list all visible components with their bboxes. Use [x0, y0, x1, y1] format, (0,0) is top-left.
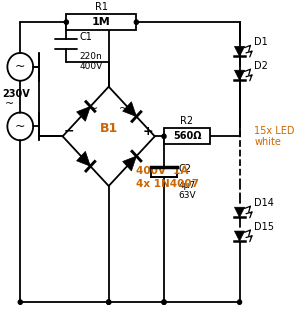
Text: ~: ~	[15, 120, 26, 133]
Text: C2: C2	[179, 164, 192, 174]
Text: C1: C1	[79, 32, 92, 42]
Text: D15: D15	[254, 222, 274, 232]
Text: 220n
400V: 220n 400V	[79, 52, 103, 71]
Text: 400V  1A: 400V 1A	[136, 166, 189, 176]
Text: D14: D14	[254, 198, 274, 208]
Polygon shape	[77, 151, 90, 166]
Circle shape	[64, 20, 68, 24]
Text: 4x 1N4007: 4x 1N4007	[136, 179, 199, 189]
Text: ~: ~	[89, 104, 99, 114]
Polygon shape	[123, 156, 136, 171]
Polygon shape	[235, 46, 245, 56]
Circle shape	[162, 300, 166, 304]
FancyBboxPatch shape	[66, 14, 136, 30]
Polygon shape	[235, 70, 245, 80]
Text: D2: D2	[254, 61, 268, 71]
Text: 15x LED
white: 15x LED white	[254, 125, 295, 147]
Text: 1M: 1M	[92, 17, 111, 27]
Text: +: +	[143, 125, 154, 138]
Polygon shape	[123, 102, 136, 116]
Text: 4μ7
63V: 4μ7 63V	[179, 181, 196, 200]
Text: ~: ~	[119, 104, 128, 114]
Circle shape	[238, 300, 242, 304]
Polygon shape	[235, 207, 245, 217]
FancyBboxPatch shape	[164, 128, 210, 144]
Polygon shape	[235, 231, 245, 241]
Text: D1: D1	[254, 37, 268, 47]
Text: R1: R1	[95, 2, 108, 12]
Polygon shape	[77, 107, 90, 121]
Circle shape	[107, 300, 111, 304]
Text: ~: ~	[15, 60, 26, 73]
Circle shape	[162, 134, 166, 139]
Text: ~: ~	[4, 99, 14, 108]
Text: B1: B1	[100, 122, 118, 135]
Circle shape	[107, 300, 111, 304]
Circle shape	[134, 20, 138, 24]
Circle shape	[18, 300, 22, 304]
Text: 560Ω: 560Ω	[173, 131, 201, 141]
Text: −: −	[64, 125, 74, 138]
FancyBboxPatch shape	[151, 167, 177, 177]
Text: R2: R2	[181, 116, 194, 126]
Text: 230V: 230V	[2, 89, 30, 99]
Circle shape	[162, 300, 166, 304]
